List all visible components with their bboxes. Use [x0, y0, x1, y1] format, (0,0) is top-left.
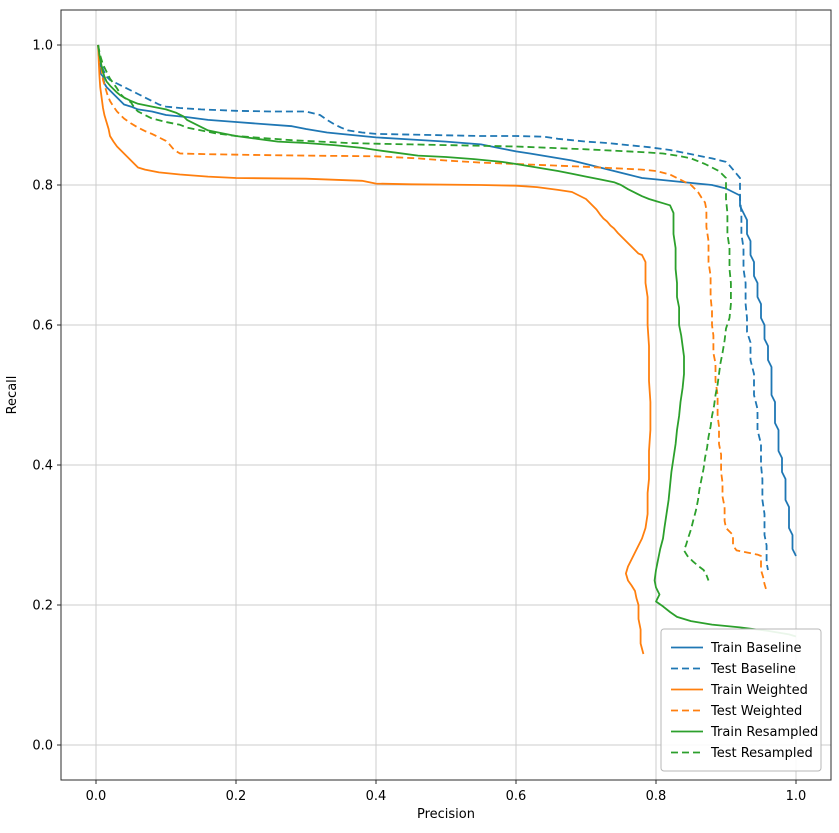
- legend: Train Baseline Test Baseline Train Weighte…: [660, 628, 822, 772]
- grid: [61, 10, 831, 780]
- y-tick-label: 0.6: [32, 319, 53, 334]
- legend-label: Test Baseline: [710, 662, 796, 677]
- x-tick-label: 0.8: [646, 789, 667, 804]
- legend-label: Train Baseline: [710, 641, 801, 656]
- x-tick-label: 0.4: [366, 789, 387, 804]
- x-tick-label: 1.0: [786, 789, 807, 804]
- legend-box: [660, 628, 822, 772]
- y-tick-label: 0.4: [32, 459, 53, 474]
- plot-area: 0.0 0.2 0.4 0.6 0.8 1.0 0.0 0.2 0.4 0.6 0.8 1.0 Trai…: [32, 9, 832, 804]
- x-tick-label: 0.6: [506, 789, 527, 804]
- series-line-test-baseline: [97, 44, 769, 571]
- y-axis-label: Recall: [5, 376, 20, 415]
- x-tick-label: 0.2: [226, 789, 247, 804]
- legend-label: Train Weighted: [710, 683, 808, 698]
- series-line-test-weighted: [97, 44, 768, 592]
- series-line-train-baseline: [97, 44, 797, 557]
- series-line-test-resampled: [97, 44, 732, 581]
- y-tick-label: 0.2: [32, 599, 53, 614]
- axes-border: [60, 9, 832, 781]
- legend-label: Test Resampled: [710, 746, 813, 761]
- y-tick-label: 0.8: [32, 179, 53, 194]
- legend-label: Test Weighted: [710, 704, 802, 719]
- y-tick-label: 0.0: [32, 739, 53, 754]
- y-tick-label: 1.0: [32, 39, 53, 54]
- x-axis-label: Precision: [417, 807, 475, 822]
- legend-label: Train Resampled: [710, 725, 818, 740]
- series-line-train-resampled: [97, 44, 797, 638]
- x-tick-label: 0.0: [86, 789, 107, 804]
- series-line-train-weighted: [97, 44, 652, 655]
